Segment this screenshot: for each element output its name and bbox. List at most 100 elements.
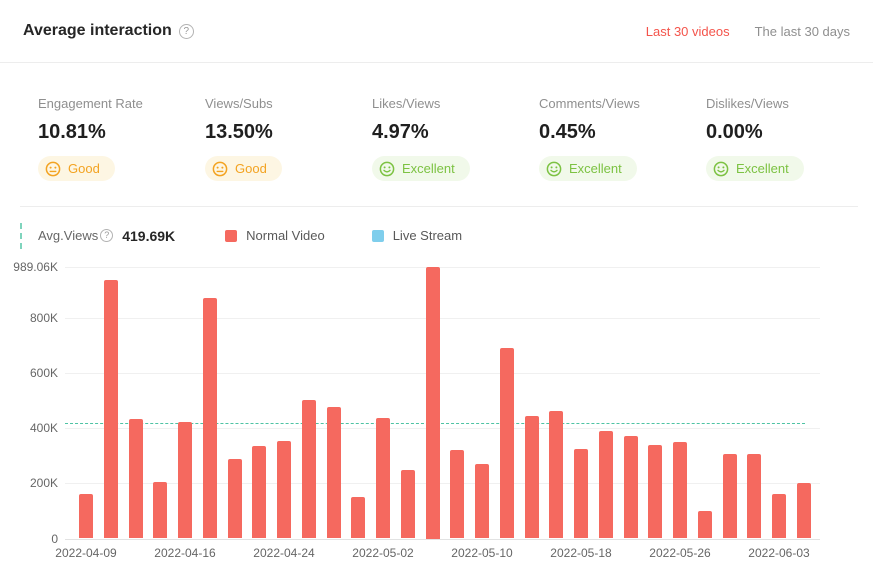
title-help-icon[interactable]: ? bbox=[178, 23, 194, 39]
bar-normal-video[interactable] bbox=[475, 463, 489, 539]
smiley-face-icon bbox=[713, 161, 729, 176]
stat-label: Likes/Views bbox=[372, 96, 441, 111]
rating-badge: Good bbox=[38, 156, 115, 181]
legend-item-live-stream[interactable]: Live Stream bbox=[371, 228, 463, 243]
bar-normal-video[interactable] bbox=[301, 399, 316, 539]
rating-text: Excellent bbox=[736, 161, 789, 176]
bar-normal-video[interactable] bbox=[697, 510, 712, 539]
x-axis-label: 2022-05-02 bbox=[352, 545, 414, 560]
bar-normal-video[interactable] bbox=[722, 453, 737, 539]
avg-views-label: Avg.Views bbox=[38, 228, 99, 243]
x-axis-label: 2022-04-16 bbox=[154, 545, 216, 560]
bar-normal-video[interactable] bbox=[524, 415, 539, 539]
legend-item-normal-video[interactable]: Normal Video bbox=[225, 228, 325, 243]
gridline bbox=[65, 318, 820, 320]
y-axis-label: 989.06K bbox=[13, 259, 58, 274]
header-tabs: Last 30 videos The last 30 days bbox=[646, 24, 850, 39]
stat-label: Dislikes/Views bbox=[706, 96, 789, 111]
bar-normal-video[interactable] bbox=[351, 496, 366, 539]
avg-views-help-icon[interactable]: ? bbox=[100, 229, 114, 242]
views-bar-chart: 0 200K 400K 600K 800K 989.06K 2022-04-09 2022-0… bbox=[0, 255, 873, 588]
stat-value: 0.00% bbox=[706, 121, 763, 143]
stat-likes-views: Likes/Views 4.97% Excellent bbox=[372, 96, 539, 182]
chart-legend-row: Avg.Views ? 419.69K Normal Video Live St… bbox=[20, 222, 873, 249]
stat-value: 10.81% bbox=[38, 121, 106, 143]
bar-normal-video[interactable] bbox=[450, 449, 465, 539]
legend-label: Normal Video bbox=[246, 228, 325, 243]
stat-value: 0.45% bbox=[539, 121, 596, 143]
bar-normal-video[interactable] bbox=[598, 430, 613, 539]
bar-normal-video[interactable] bbox=[178, 422, 192, 539]
neutral-face-icon bbox=[45, 161, 61, 176]
bar-normal-video[interactable] bbox=[153, 481, 168, 539]
y-axis-label: 400K bbox=[29, 421, 58, 436]
bar-normal-video[interactable] bbox=[128, 418, 143, 539]
stat-label: Views/Subs bbox=[205, 96, 273, 111]
y-axis-label: 0 bbox=[51, 531, 58, 546]
x-axis-label: 2022-05-10 bbox=[451, 545, 513, 560]
stat-views-subs: Views/Subs 13.50% Good bbox=[205, 96, 372, 182]
stats-row: Engagement Rate 10.81% Good Views/Subs 1… bbox=[0, 63, 873, 182]
bar-normal-video[interactable] bbox=[376, 418, 390, 539]
x-axis-label: 2022-06-03 bbox=[748, 545, 810, 560]
avg-views-dashed-marker-icon bbox=[20, 222, 22, 249]
stat-label: Engagement Rate bbox=[38, 96, 143, 111]
bar-normal-video[interactable] bbox=[227, 459, 242, 539]
stat-value: 13.50% bbox=[205, 121, 273, 143]
bar-normal-video[interactable] bbox=[574, 448, 588, 539]
gridline bbox=[65, 483, 820, 485]
gridline bbox=[65, 428, 820, 430]
tab-last-30-days[interactable]: The last 30 days bbox=[754, 23, 850, 39]
rating-badge: Excellent bbox=[706, 156, 804, 181]
title-wrap: Average interaction ? bbox=[23, 22, 194, 40]
section-divider bbox=[20, 205, 858, 207]
bar-normal-video[interactable] bbox=[549, 410, 564, 539]
panel-header: Average interaction ? Last 30 videos The… bbox=[0, 0, 873, 63]
bar-normal-video[interactable] bbox=[796, 483, 811, 539]
x-axis-label: 2022-05-18 bbox=[550, 545, 612, 560]
bar-normal-video[interactable] bbox=[673, 441, 687, 539]
bar-normal-video[interactable] bbox=[277, 440, 291, 539]
y-axis-label: 600K bbox=[29, 366, 58, 381]
bar-normal-video[interactable] bbox=[499, 347, 514, 539]
x-axis-label: 2022-04-24 bbox=[253, 545, 315, 560]
bar-normal-video[interactable] bbox=[202, 297, 217, 539]
rating-text: Excellent bbox=[402, 161, 455, 176]
stat-label: Comments/Views bbox=[539, 96, 640, 111]
x-axis-label: 2022-05-26 bbox=[649, 545, 711, 560]
bar-normal-video[interactable] bbox=[103, 279, 118, 539]
bar-normal-video[interactable] bbox=[648, 444, 663, 539]
bar-normal-video[interactable] bbox=[623, 436, 638, 539]
legend-label: Live Stream bbox=[392, 228, 463, 243]
stat-value: 4.97% bbox=[372, 121, 429, 143]
bar-normal-video[interactable] bbox=[326, 407, 341, 539]
avg-views-value: 419.69K bbox=[122, 227, 176, 244]
bar-normal-video[interactable] bbox=[400, 469, 415, 539]
rating-badge: Excellent bbox=[539, 156, 637, 181]
bar-normal-video[interactable] bbox=[747, 453, 762, 539]
live-stream-swatch-icon bbox=[371, 229, 384, 242]
page-title: Average interaction bbox=[23, 22, 172, 39]
y-axis-label: 800K bbox=[29, 311, 58, 326]
stat-dislikes-views: Dislikes/Views 0.00% Excellent bbox=[706, 96, 804, 182]
smiley-face-icon bbox=[379, 161, 395, 176]
tab-last-30-videos[interactable]: Last 30 videos bbox=[645, 23, 730, 39]
smiley-face-icon bbox=[546, 161, 562, 176]
gridline bbox=[65, 538, 820, 540]
rating-text: Excellent bbox=[569, 161, 622, 176]
normal-video-swatch-icon bbox=[225, 229, 238, 242]
y-axis-label: 200K bbox=[29, 476, 58, 491]
rating-badge: Excellent bbox=[372, 156, 470, 181]
gridline bbox=[65, 266, 820, 268]
rating-badge: Good bbox=[205, 156, 282, 181]
stat-comments-views: Comments/Views 0.45% Excellent bbox=[539, 96, 706, 182]
bar-normal-video[interactable] bbox=[252, 446, 267, 539]
rating-text: Good bbox=[68, 161, 100, 176]
gridline bbox=[65, 373, 820, 375]
bar-normal-video[interactable] bbox=[772, 493, 786, 539]
bar-normal-video[interactable] bbox=[425, 266, 440, 539]
neutral-face-icon bbox=[212, 161, 228, 176]
x-axis-label: 2022-04-09 bbox=[55, 545, 117, 560]
bar-normal-video[interactable] bbox=[79, 493, 93, 539]
